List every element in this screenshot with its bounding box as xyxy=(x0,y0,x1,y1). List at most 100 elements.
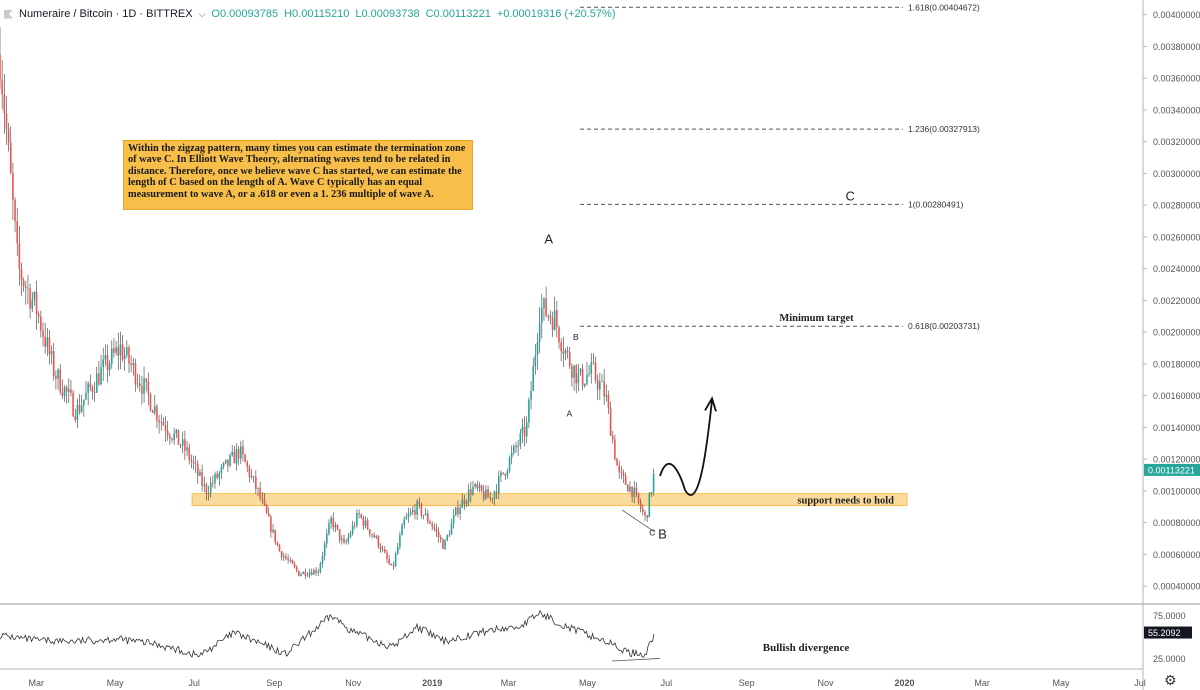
candle-body xyxy=(57,369,59,379)
candle-body xyxy=(579,368,582,373)
candle-body xyxy=(115,347,117,353)
candle-body xyxy=(265,504,268,514)
candle-body xyxy=(42,330,44,337)
candle-body xyxy=(506,470,509,476)
candle-body xyxy=(91,387,94,392)
candle-body xyxy=(100,367,102,385)
candle-body xyxy=(3,94,6,114)
flag-icon[interactable] xyxy=(4,9,13,19)
candle-body xyxy=(624,475,627,485)
projection-arrowhead xyxy=(704,396,717,412)
candle-body xyxy=(181,439,184,446)
rsi-tick-label: 75.0000 xyxy=(1153,611,1186,621)
candle-body xyxy=(138,383,141,387)
chart-legend[interactable]: Numeraire / Bitcoin · 1D · BITTREX ⌵ O0.… xyxy=(4,8,615,20)
ohlc-high: H0.00115210 xyxy=(284,8,350,20)
candle-body xyxy=(528,399,530,423)
candle-body xyxy=(480,485,483,492)
candle-body xyxy=(76,404,79,421)
candle-body xyxy=(169,435,171,439)
candle-body xyxy=(1,80,3,95)
candle-body xyxy=(581,368,584,386)
candle-body xyxy=(345,541,347,543)
candle-body xyxy=(347,536,350,542)
candle-body xyxy=(611,435,614,440)
candle-body xyxy=(95,373,98,393)
y-tick-label: 0.00040000 xyxy=(1153,582,1200,592)
candle-body xyxy=(214,473,216,484)
candle-body xyxy=(321,555,324,564)
candle-body xyxy=(618,465,620,472)
candle-body xyxy=(37,314,40,317)
candle-body xyxy=(302,571,304,575)
candle-body xyxy=(231,451,233,456)
candle-body xyxy=(186,447,188,451)
candle-body xyxy=(553,310,556,330)
candle-body xyxy=(22,280,25,287)
candle-body xyxy=(394,554,397,567)
candle-body xyxy=(171,438,173,440)
candle-body xyxy=(605,394,608,397)
y-tick-label: 0.00400000 xyxy=(1153,10,1200,20)
candle-body xyxy=(349,533,352,537)
candle-body xyxy=(642,508,644,513)
candle-body xyxy=(227,459,229,466)
fib-level-label: 1.618(0.00404672) xyxy=(908,2,980,12)
candle-body xyxy=(439,537,442,540)
candle-body xyxy=(209,482,212,494)
candle-body xyxy=(525,422,528,437)
candle-body xyxy=(330,517,332,524)
gear-icon[interactable]: ⚙ xyxy=(1164,672,1177,688)
candle-body xyxy=(452,515,455,524)
candle-body xyxy=(592,362,595,364)
candle-body xyxy=(16,221,18,244)
candle-body xyxy=(270,516,272,533)
candle-body xyxy=(261,497,264,500)
candle-body xyxy=(599,381,601,390)
candle-body xyxy=(235,449,238,464)
candle-body xyxy=(353,525,356,527)
y-tick-label: 0.00240000 xyxy=(1153,264,1200,274)
candle-body xyxy=(498,476,500,494)
candle-body xyxy=(422,515,425,517)
fib-level-label: 1.236(0.00327913) xyxy=(908,124,980,134)
candle-body xyxy=(437,531,440,538)
candle-body xyxy=(362,517,365,526)
candle-body xyxy=(104,355,107,360)
candle-body xyxy=(521,426,524,434)
candle-body xyxy=(351,525,354,534)
candle-body xyxy=(517,445,519,448)
candle-body xyxy=(338,529,341,541)
candle-body xyxy=(14,199,16,222)
candle-body xyxy=(89,383,92,388)
x-tick-label: 2019 xyxy=(422,678,442,688)
candle-body xyxy=(541,308,543,324)
candle-body xyxy=(379,546,382,550)
candle-body xyxy=(377,536,380,547)
candle-body xyxy=(216,473,218,478)
wave-label: A xyxy=(567,408,573,418)
candle-body xyxy=(304,571,307,576)
candle-body xyxy=(364,520,367,526)
candle-body xyxy=(293,563,296,567)
candle-body xyxy=(233,451,236,464)
candle-body xyxy=(276,542,279,545)
candle-body xyxy=(472,486,474,495)
candle-body xyxy=(156,406,158,421)
x-tick-label: 2020 xyxy=(894,678,914,688)
candle-body xyxy=(392,565,395,567)
candle-body xyxy=(145,378,147,382)
chevron-down-icon[interactable]: ⌵ xyxy=(198,8,206,19)
candle-body xyxy=(433,526,436,529)
candle-body xyxy=(465,501,468,505)
candle-body xyxy=(257,488,259,489)
candle-body xyxy=(283,556,285,558)
wave-label: C xyxy=(649,527,655,537)
candle-body xyxy=(237,449,240,459)
candle-body xyxy=(194,463,197,465)
y-tick-label: 0.00220000 xyxy=(1153,296,1200,306)
candle-body xyxy=(622,472,625,476)
candle-body xyxy=(113,348,115,353)
candle-body xyxy=(594,362,597,380)
